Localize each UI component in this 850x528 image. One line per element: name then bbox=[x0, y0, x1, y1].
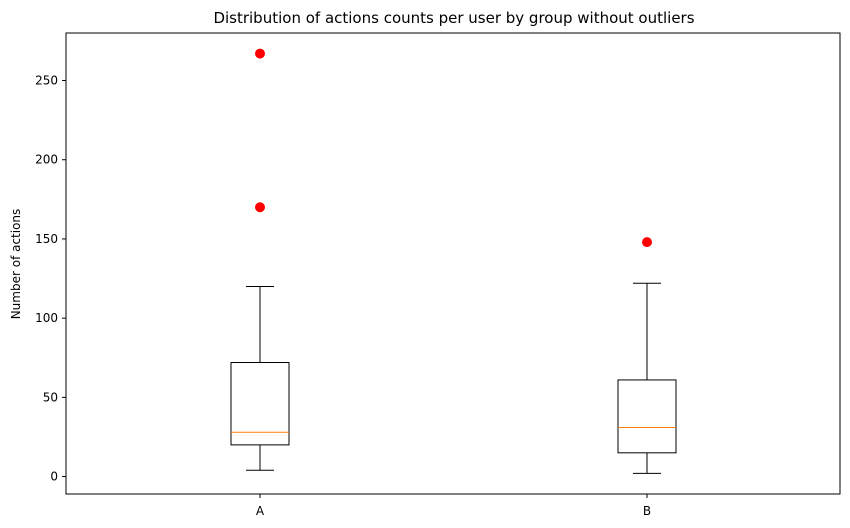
y-tick-label: 150 bbox=[35, 232, 58, 246]
outlier-point bbox=[255, 48, 265, 59]
outlier-point bbox=[255, 202, 265, 213]
chart-title: Distribution of actions counts per user … bbox=[213, 9, 694, 27]
iqr-box bbox=[230, 362, 290, 446]
y-tick-label: 0 bbox=[50, 470, 58, 484]
y-tick-label: 200 bbox=[35, 153, 58, 167]
y-tick-label: 50 bbox=[43, 390, 58, 404]
y-axis-label: Number of actions bbox=[9, 209, 23, 320]
iqr-box bbox=[617, 379, 677, 454]
x-tick-label: A bbox=[256, 504, 265, 518]
x-tick-label: B bbox=[643, 504, 651, 518]
y-tick-label: 100 bbox=[35, 311, 58, 325]
y-tick-label: 250 bbox=[35, 74, 58, 88]
outlier-point bbox=[642, 237, 652, 248]
axes-frame bbox=[65, 32, 841, 495]
plot-area: 0 50 100 150 200 250 A B bbox=[35, 32, 841, 518]
